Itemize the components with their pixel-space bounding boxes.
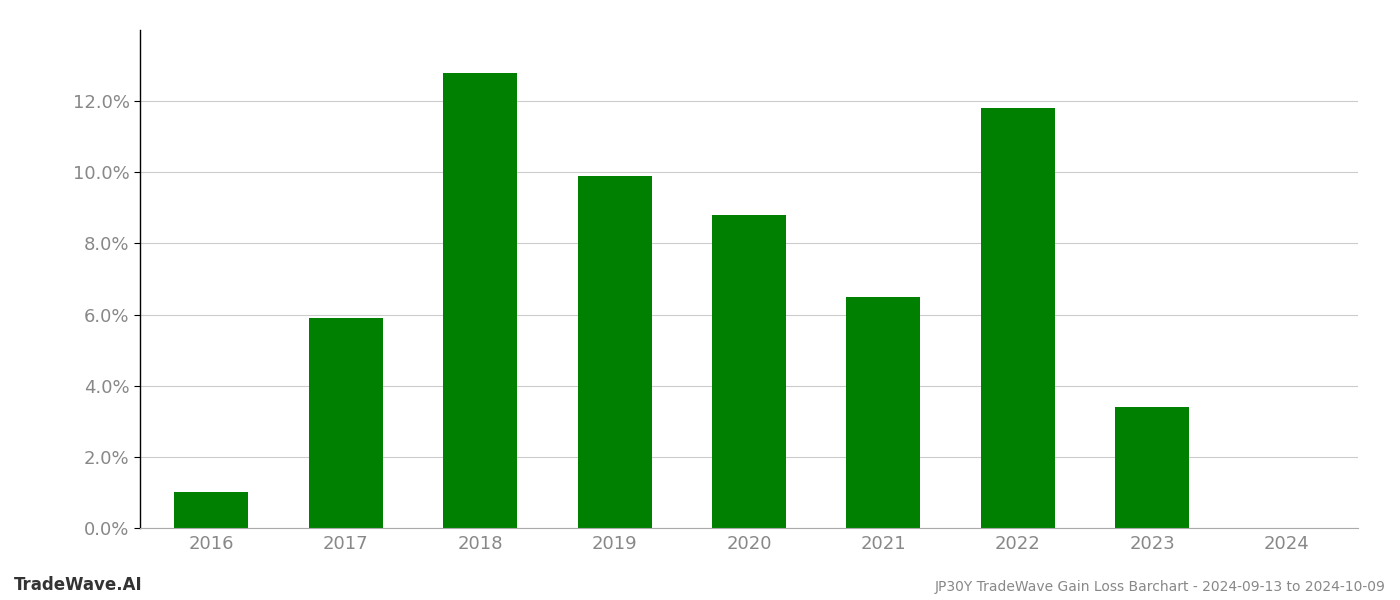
Bar [578,176,651,528]
Bar [847,297,920,528]
Bar [309,318,382,528]
Bar [175,493,248,528]
Bar [981,108,1054,528]
Text: JP30Y TradeWave Gain Loss Barchart - 2024-09-13 to 2024-10-09: JP30Y TradeWave Gain Loss Barchart - 202… [935,580,1386,594]
Bar [1116,407,1189,528]
Bar [444,73,517,528]
Text: TradeWave.AI: TradeWave.AI [14,576,143,594]
Bar [713,215,785,528]
